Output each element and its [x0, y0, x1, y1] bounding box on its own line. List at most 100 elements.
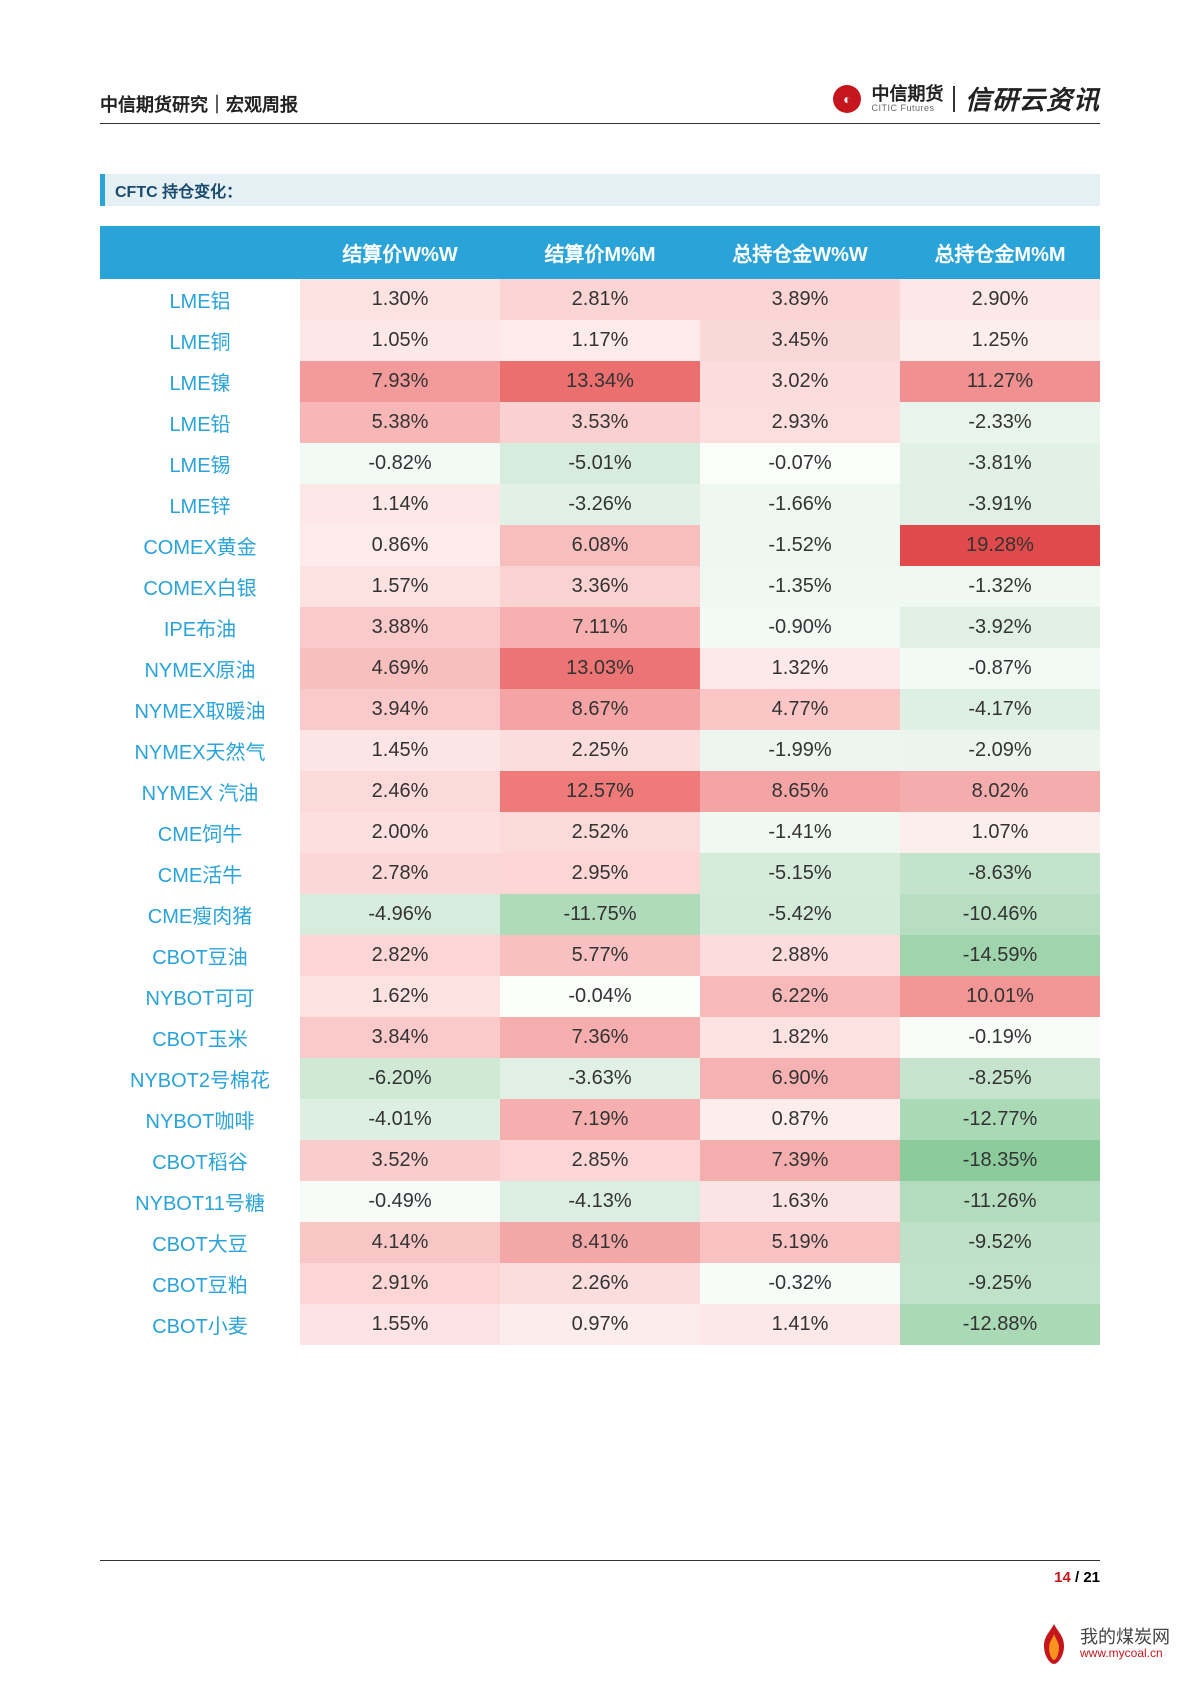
table-row: NYBOT11号糖-0.49%-4.13%1.63%-11.26% [100, 1181, 1100, 1222]
section-title: CFTC 持仓变化： [109, 184, 242, 201]
row-label: CBOT豆油 [100, 935, 300, 976]
data-cell: 3.89% [700, 279, 900, 320]
data-cell: 3.36% [500, 566, 700, 607]
data-cell: 2.26% [500, 1263, 700, 1304]
data-cell: -8.25% [900, 1058, 1100, 1099]
data-cell: -6.20% [300, 1058, 500, 1099]
row-label: NYBOT可可 [100, 976, 300, 1017]
flame-icon [1036, 1622, 1072, 1666]
row-label: NYMEX 汽油 [100, 771, 300, 812]
data-cell: 5.38% [300, 402, 500, 443]
table-row: CME饲牛2.00%2.52%-1.41%1.07% [100, 812, 1100, 853]
header-left-title: 中信期货研究｜宏观周报 [100, 91, 298, 117]
row-label: LME锡 [100, 443, 300, 484]
data-cell: 8.02% [900, 771, 1100, 812]
table-row: LME锌1.14%-3.26%-1.66%-3.91% [100, 484, 1100, 525]
data-cell: -11.26% [900, 1181, 1100, 1222]
data-cell: 2.88% [700, 935, 900, 976]
data-cell: 1.63% [700, 1181, 900, 1222]
watermark-text: 我的煤炭网 www.mycoal.cn [1080, 1628, 1170, 1661]
data-cell: 13.03% [500, 648, 700, 689]
data-cell: -0.32% [700, 1263, 900, 1304]
table-row: COMEX白银1.57%3.36%-1.35%-1.32% [100, 566, 1100, 607]
data-cell: -0.07% [700, 443, 900, 484]
row-label: NYMEX原油 [100, 648, 300, 689]
row-label: COMEX白银 [100, 566, 300, 607]
watermark: 我的煤炭网 www.mycoal.cn [1036, 1622, 1170, 1666]
data-cell: 8.65% [700, 771, 900, 812]
data-cell: 6.08% [500, 525, 700, 566]
row-label: NYBOT11号糖 [100, 1181, 300, 1222]
page-total: 21 [1083, 1569, 1100, 1586]
table-row: CBOT稻谷3.52%2.85%7.39%-18.35% [100, 1140, 1100, 1181]
data-cell: -12.77% [900, 1099, 1100, 1140]
data-cell: -4.96% [300, 894, 500, 935]
data-cell: 7.39% [700, 1140, 900, 1181]
data-cell: 2.82% [300, 935, 500, 976]
data-cell: 1.14% [300, 484, 500, 525]
table-row: IPE布油3.88%7.11%-0.90%-3.92% [100, 607, 1100, 648]
data-cell: 4.69% [300, 648, 500, 689]
data-cell: 2.81% [500, 279, 700, 320]
data-cell: -9.52% [900, 1222, 1100, 1263]
row-label: CBOT玉米 [100, 1017, 300, 1058]
citic-logo-text: 中信期货 CITIC Futures [871, 85, 943, 113]
data-cell: -4.01% [300, 1099, 500, 1140]
data-cell: 12.57% [500, 771, 700, 812]
data-cell: 3.84% [300, 1017, 500, 1058]
data-cell: 2.95% [500, 853, 700, 894]
row-label: CBOT稻谷 [100, 1140, 300, 1181]
data-cell: 3.88% [300, 607, 500, 648]
row-label: NYMEX取暖油 [100, 689, 300, 730]
table-row: NYMEX天然气1.45%2.25%-1.99%-2.09% [100, 730, 1100, 771]
row-label: COMEX黄金 [100, 525, 300, 566]
data-cell: 5.19% [700, 1222, 900, 1263]
table-row: CME瘦肉猪-4.96%-11.75%-5.42%-10.46% [100, 894, 1100, 935]
data-cell: -4.17% [900, 689, 1100, 730]
row-label: CBOT小麦 [100, 1304, 300, 1345]
data-cell: 4.14% [300, 1222, 500, 1263]
data-cell: -11.75% [500, 894, 700, 935]
data-cell: -5.15% [700, 853, 900, 894]
col-3: 总持仓金W%W [700, 226, 900, 279]
data-cell: 1.55% [300, 1304, 500, 1345]
table-row: LME铜1.05%1.17%3.45%1.25% [100, 320, 1100, 361]
table-row: COMEX黄金0.86%6.08%-1.52%19.28% [100, 525, 1100, 566]
data-cell: 5.77% [500, 935, 700, 976]
table-row: NYBOT2号棉花-6.20%-3.63%6.90%-8.25% [100, 1058, 1100, 1099]
table-row: CBOT豆粕2.91%2.26%-0.32%-9.25% [100, 1263, 1100, 1304]
data-cell: 8.41% [500, 1222, 700, 1263]
row-label: CBOT大豆 [100, 1222, 300, 1263]
row-label: CBOT豆粕 [100, 1263, 300, 1304]
data-cell: -1.66% [700, 484, 900, 525]
table-row: NYMEX取暖油3.94%8.67%4.77%-4.17% [100, 689, 1100, 730]
data-cell: 2.52% [500, 812, 700, 853]
data-cell: 2.93% [700, 402, 900, 443]
data-cell: 1.82% [700, 1017, 900, 1058]
row-label: NYMEX天然气 [100, 730, 300, 771]
data-cell: -4.13% [500, 1181, 700, 1222]
data-cell: 10.01% [900, 976, 1100, 1017]
data-cell: 3.53% [500, 402, 700, 443]
data-cell: 11.27% [900, 361, 1100, 402]
data-cell: -10.46% [900, 894, 1100, 935]
data-cell: 1.32% [700, 648, 900, 689]
row-label: CME活牛 [100, 853, 300, 894]
data-cell: 2.90% [900, 279, 1100, 320]
table-row: CBOT大豆4.14%8.41%5.19%-9.52% [100, 1222, 1100, 1263]
data-cell: -3.26% [500, 484, 700, 525]
data-cell: -5.42% [700, 894, 900, 935]
data-cell: -2.33% [900, 402, 1100, 443]
data-cell: 3.45% [700, 320, 900, 361]
data-cell: -0.49% [300, 1181, 500, 1222]
data-cell: 2.91% [300, 1263, 500, 1304]
data-cell: 1.30% [300, 279, 500, 320]
data-cell: 2.25% [500, 730, 700, 771]
data-cell: -1.32% [900, 566, 1100, 607]
table-row: LME铅5.38%3.53%2.93%-2.33% [100, 402, 1100, 443]
citic-logo-icon: ◐ [833, 85, 861, 113]
data-cell: 19.28% [900, 525, 1100, 566]
data-cell: -12.88% [900, 1304, 1100, 1345]
data-cell: -3.92% [900, 607, 1100, 648]
data-cell: 1.17% [500, 320, 700, 361]
